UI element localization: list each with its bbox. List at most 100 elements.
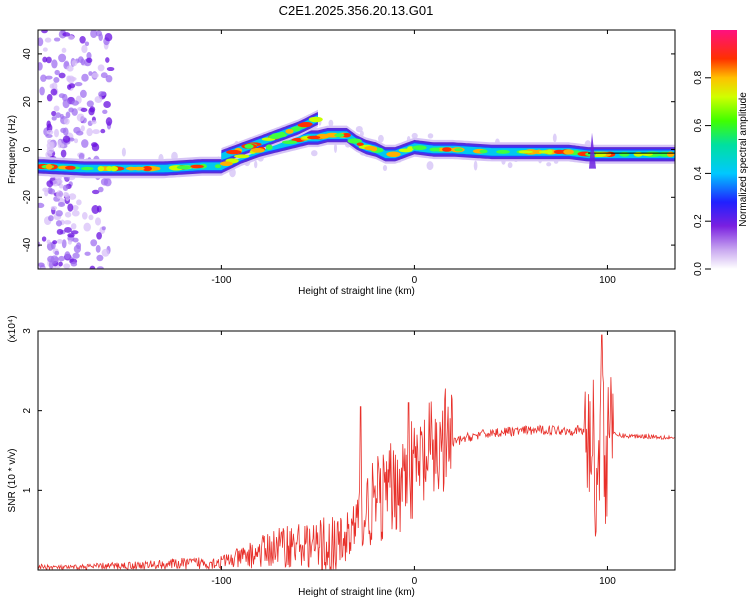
noise-speckle [103, 178, 112, 187]
noise-speckle [48, 188, 56, 195]
noise-speckle [83, 222, 91, 232]
ridge-blob [97, 165, 105, 172]
noise-speckle [79, 89, 87, 99]
noise-speckle [39, 86, 45, 96]
ridge-blob [429, 147, 440, 152]
noise-speckle [46, 94, 53, 102]
noise-speckle [105, 75, 113, 83]
noise-speckle [40, 74, 47, 82]
faint-speckle [382, 165, 388, 171]
noise-speckle [41, 30, 48, 34]
noise-speckle [58, 261, 63, 267]
noise-speckle [70, 223, 77, 230]
faint-speckle [254, 160, 258, 169]
noise-speckle [60, 149, 67, 158]
noise-speckle [94, 217, 102, 226]
noise-speckle [62, 99, 70, 109]
x-tick-label: 0 [412, 576, 418, 587]
x-tick-label: 100 [599, 275, 616, 286]
faint-speckle [411, 132, 418, 139]
noise-speckle [50, 205, 58, 211]
ridge-blob [518, 150, 533, 154]
colorbar-tick-label: 0.8 [693, 70, 704, 84]
snr-xlabel: Height of straight line (km) [298, 587, 415, 598]
noise-speckle [58, 183, 64, 189]
noise-speckle [81, 212, 88, 220]
ridge-blob [265, 144, 273, 150]
colorbar-gradient [711, 30, 737, 269]
spectrogram-panel: -100 0 100 -40 -20 0 20 40 Height of straight l… [7, 29, 676, 297]
noise-speckle [79, 35, 86, 44]
faint-speckle [546, 162, 552, 167]
noise-speckle [100, 72, 108, 79]
noise-speckle [58, 72, 66, 79]
colorbar-ticks: 0.0 0.2 0.4 0.6 0.8 [693, 70, 711, 276]
ridge-blob [176, 165, 192, 170]
noise-speckle [94, 96, 103, 103]
y-tick-label: 0 [22, 146, 33, 152]
noise-speckle [80, 125, 85, 132]
x-tick-label: -100 [211, 576, 231, 587]
noise-speckle [66, 65, 74, 72]
colorbar-tick-label: 0.2 [693, 214, 704, 228]
ridge-blob [214, 164, 222, 169]
faint-speckle [355, 125, 363, 133]
noise-speckle [81, 73, 89, 82]
noise-speckle [91, 189, 100, 195]
ridge-blob [106, 166, 113, 172]
noise-speckle [51, 110, 57, 117]
noise-speckle [45, 75, 53, 80]
noise-speckle [63, 263, 71, 269]
noise-speckle [73, 138, 79, 144]
noise-speckle [73, 244, 82, 254]
noise-speckle [64, 251, 71, 260]
ridge-blob [226, 149, 242, 155]
faint-speckle [378, 134, 384, 143]
noise-speckle [71, 210, 80, 217]
noise-speckle [54, 69, 60, 76]
noise-speckle [38, 202, 45, 208]
noise-speckle [42, 47, 48, 52]
noise-speckle [38, 37, 44, 47]
faint-speckle [121, 147, 126, 157]
noise-speckle [67, 75, 75, 84]
ridge-blob [125, 166, 139, 171]
noise-speckle [100, 128, 106, 134]
noise-speckle [56, 239, 63, 244]
noise-speckle [46, 180, 54, 188]
noise-speckle [39, 266, 47, 269]
faint-speckle [473, 160, 478, 171]
noise-speckle [44, 37, 52, 43]
faint-speckle [333, 143, 338, 153]
ridge-blob [268, 134, 282, 139]
noise-speckle [67, 239, 72, 245]
noise-speckle [61, 239, 67, 249]
noise-speckle [86, 51, 92, 60]
noise-speckle [53, 76, 60, 83]
ridge-blob [666, 151, 675, 158]
noise-speckle [81, 139, 89, 148]
noise-speckle [102, 109, 108, 114]
noise-speckle [71, 59, 78, 67]
noise-speckle [80, 107, 88, 113]
noise-speckle [84, 251, 91, 256]
colorbar: 0.0 0.2 0.4 0.6 0.8 Normalized spectral ampl… [693, 30, 749, 276]
noise-speckle [81, 44, 88, 54]
faint-speckle [552, 133, 557, 143]
noise-speckle [91, 143, 100, 152]
noise-speckle [104, 33, 113, 42]
noise-speckle [63, 191, 69, 198]
snr-frame [37, 330, 676, 571]
noise-speckle [88, 214, 94, 221]
snr-content [38, 334, 675, 570]
ridge-blob [282, 140, 298, 144]
noise-speckle [76, 199, 82, 206]
noise-speckle [62, 32, 71, 37]
faint-speckle [426, 161, 434, 171]
ridge-blob [190, 164, 204, 169]
noise-speckle [103, 101, 111, 108]
noise-speckle [62, 135, 71, 143]
ridge-blob [371, 146, 378, 152]
noise-speckle [41, 236, 47, 242]
noise-speckle [65, 111, 71, 119]
